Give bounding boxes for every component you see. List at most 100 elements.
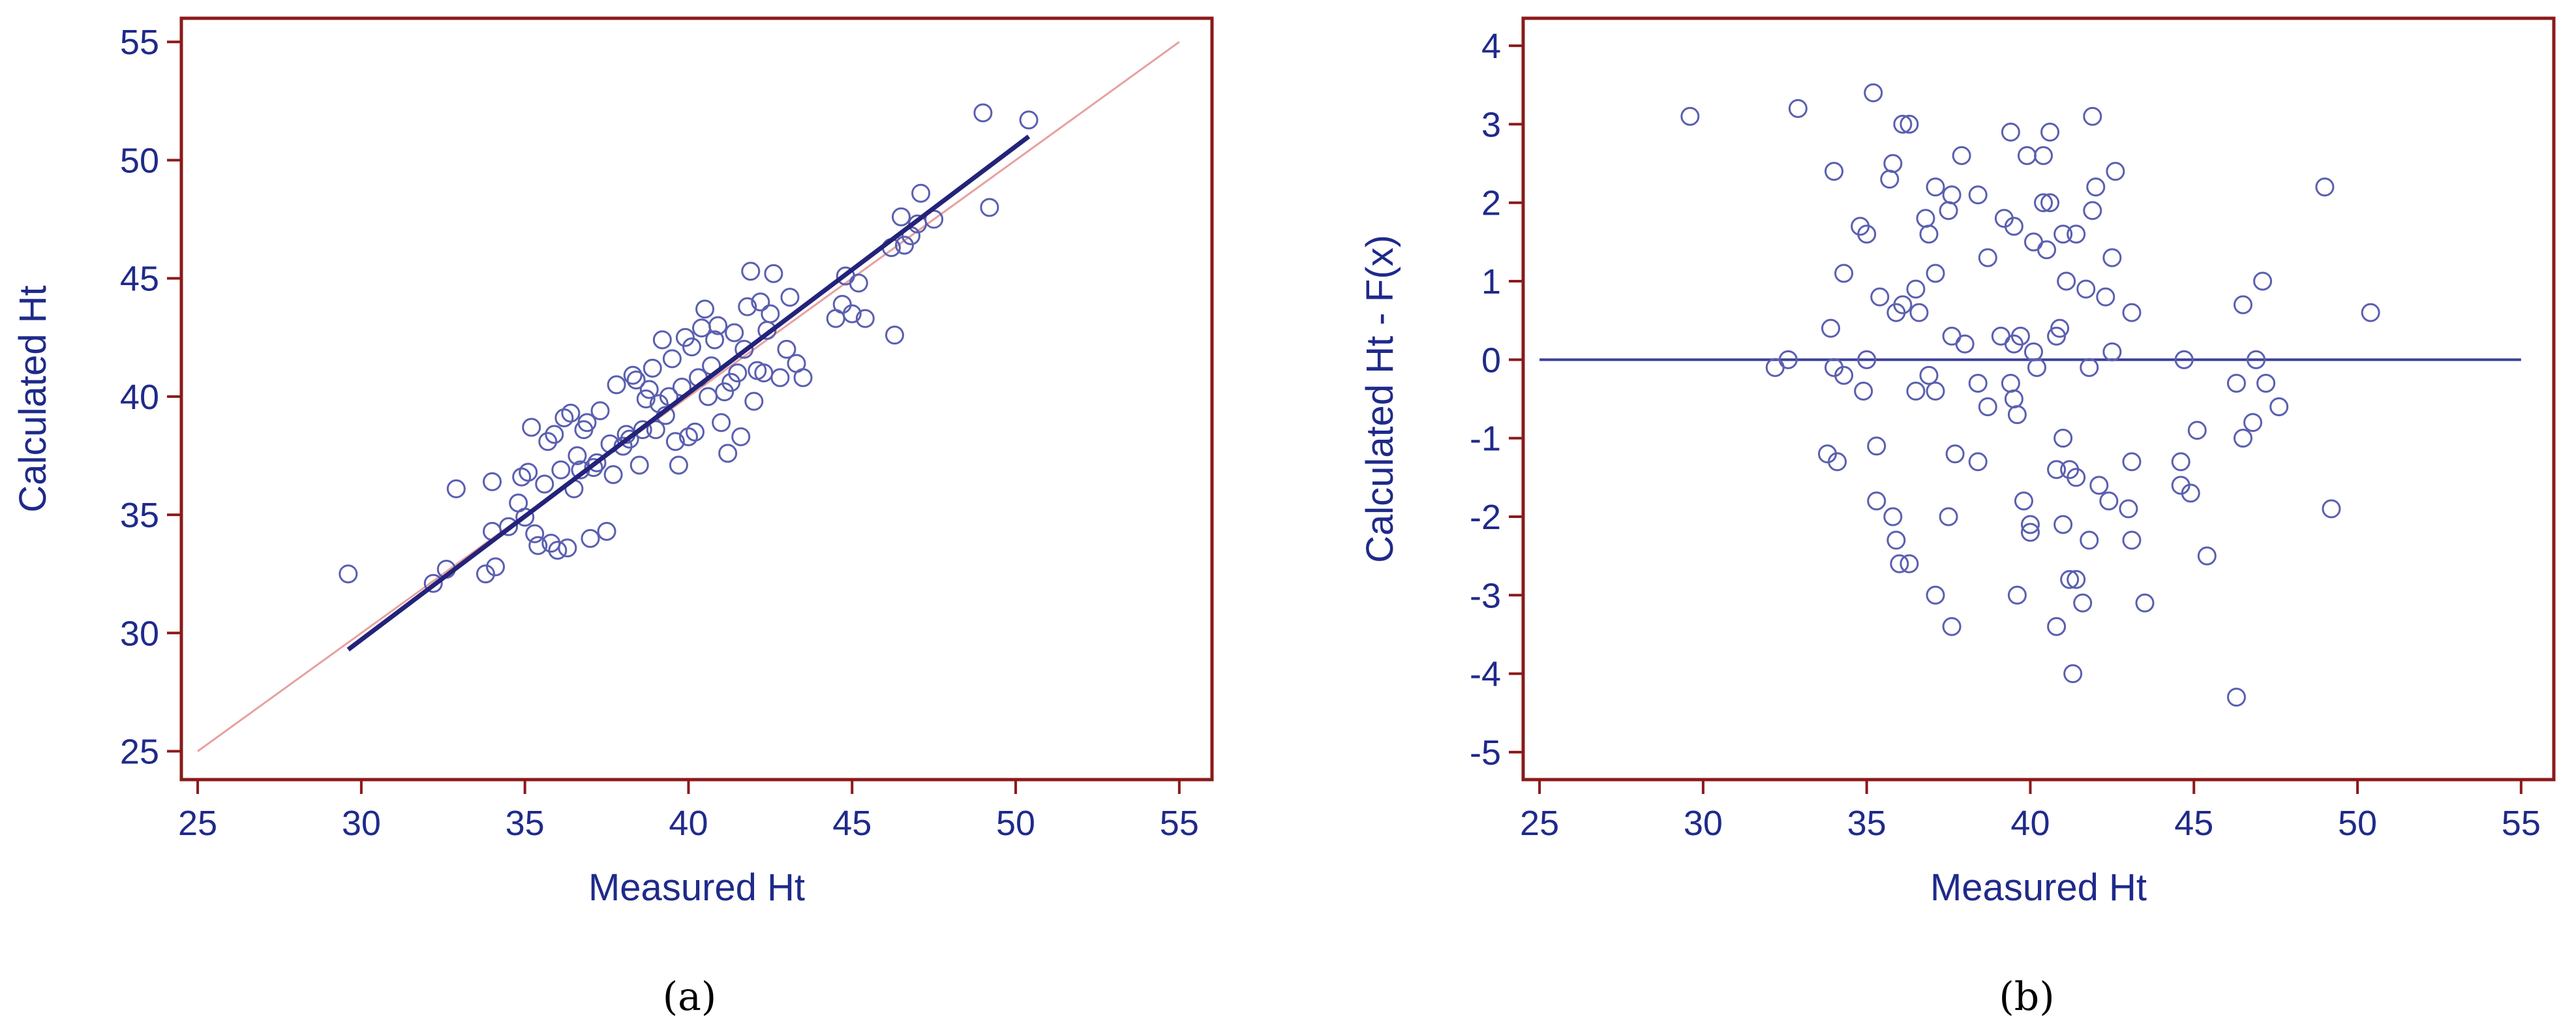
data-point <box>551 460 571 480</box>
y-tick-label: 35 <box>120 496 159 535</box>
data-point <box>1926 177 1945 197</box>
data-point <box>590 401 610 421</box>
data-point <box>1867 436 1887 456</box>
data-point <box>1906 381 1926 401</box>
data-point <box>738 297 757 316</box>
data-point <box>780 288 800 307</box>
data-point <box>2053 515 2073 534</box>
data-point <box>597 521 616 541</box>
data-point <box>2361 303 2380 322</box>
y-tick-label: 55 <box>120 23 159 62</box>
data-point <box>1952 146 1971 166</box>
data-point <box>1870 287 1890 307</box>
data-point <box>1942 326 1962 346</box>
data-point <box>636 389 656 408</box>
data-point <box>2020 515 2040 534</box>
data-point <box>2080 358 2099 377</box>
data-point <box>1942 185 1962 205</box>
plot-frame <box>179 16 1214 782</box>
data-point <box>1834 365 1854 385</box>
data-point <box>891 207 911 226</box>
panel-a-label: (a) <box>663 974 717 1020</box>
y-tick-label: -3 <box>1470 576 1501 615</box>
data-point <box>842 304 862 324</box>
data-point <box>2023 232 2043 252</box>
data-point <box>446 479 466 498</box>
data-point <box>2067 224 2086 244</box>
x-axis-label: Measured Ht <box>588 866 805 909</box>
data-point <box>545 425 564 444</box>
y-tick-label: 1 <box>1481 262 1501 301</box>
data-point <box>2315 177 2335 197</box>
data-point <box>2047 617 2067 636</box>
data-point <box>2226 688 2246 707</box>
y-tick-label: -4 <box>1470 655 1501 694</box>
data-point <box>2247 350 2266 369</box>
data-point <box>675 328 695 347</box>
data-point <box>2181 483 2200 503</box>
regression-line <box>346 134 1031 652</box>
data-point <box>646 420 665 440</box>
data-point <box>2096 287 2115 307</box>
data-point <box>2040 122 2060 142</box>
data-point <box>1916 209 1935 228</box>
data-point <box>633 420 652 440</box>
data-point <box>339 564 358 584</box>
data-point <box>718 444 738 463</box>
data-point <box>725 323 744 343</box>
data-point <box>741 262 761 281</box>
data-point <box>1926 585 1945 605</box>
data-point <box>649 394 669 414</box>
data-point <box>1857 224 1877 244</box>
data-point <box>1821 318 1840 338</box>
x-axis-label: Measured Ht <box>1930 866 2147 909</box>
data-point <box>2047 460 2067 480</box>
panel-b-label: (b) <box>1999 974 2054 1020</box>
data-point <box>2007 585 2027 605</box>
data-point <box>1825 162 1844 181</box>
data-point <box>1834 264 1854 283</box>
data-point <box>764 264 783 283</box>
data-point <box>1926 381 1945 401</box>
data-point <box>895 236 915 255</box>
data-point <box>1939 507 1958 526</box>
y-axis-label: Calculated Ht - F(x) <box>1359 235 1401 563</box>
data-point <box>2269 397 2289 417</box>
data-point <box>2034 146 2053 166</box>
data-point <box>2083 106 2102 126</box>
data-point <box>735 339 754 359</box>
data-point <box>980 198 999 217</box>
data-point <box>1828 452 1847 472</box>
data-point <box>577 413 597 433</box>
data-point <box>568 446 587 465</box>
x-tick-label: 50 <box>996 804 1035 843</box>
data-point <box>1880 170 1900 189</box>
data-point <box>1883 507 1903 526</box>
data-point <box>2027 358 2046 377</box>
data-point <box>1926 264 1945 283</box>
data-point <box>832 295 852 314</box>
data-point <box>2073 593 2093 613</box>
data-point <box>643 358 662 378</box>
data-point <box>2050 318 2070 338</box>
data-point <box>2322 499 2341 519</box>
data-point <box>1968 452 1988 472</box>
data-point <box>2080 530 2099 550</box>
data-point <box>525 524 545 543</box>
data-point <box>1864 83 1883 102</box>
data-point <box>2007 405 2027 425</box>
data-point <box>1893 114 1913 134</box>
data-point <box>629 455 649 475</box>
data-point <box>770 368 790 388</box>
x-tick-label: 30 <box>342 804 381 843</box>
data-point <box>1900 114 1919 134</box>
x-tick-label: 35 <box>506 804 545 843</box>
data-point <box>652 330 672 350</box>
data-point <box>682 337 701 357</box>
data-point <box>1939 201 1958 221</box>
data-point <box>499 517 519 536</box>
data-point <box>1857 350 1877 369</box>
data-point <box>1765 358 1785 377</box>
x-tick-label: 55 <box>2502 804 2541 843</box>
chart-panel-b: 25 30 35 40 45 50 55 -5 -4 -3 -2 -1 0 1 2 3 4 Measured Ht… <box>1359 16 2556 909</box>
